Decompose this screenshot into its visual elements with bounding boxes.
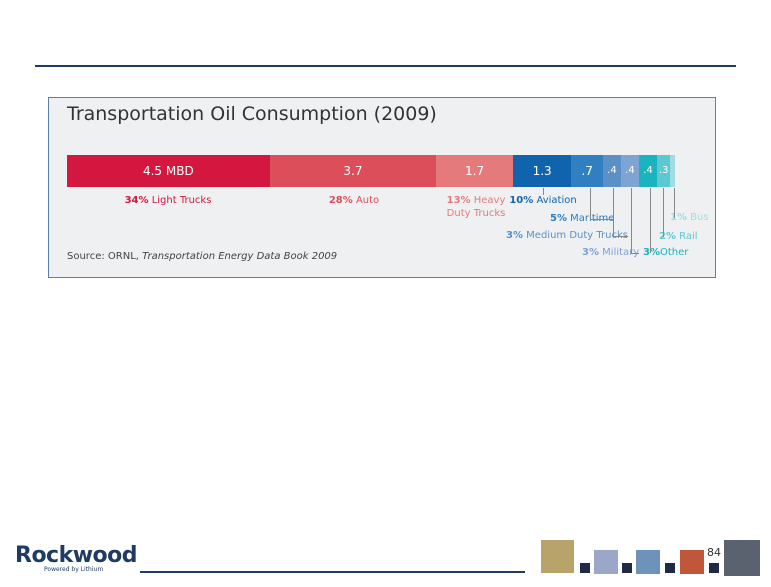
- leader-line: [613, 236, 628, 237]
- bar-segment: [656, 155, 671, 187]
- category-label: 1% Bus: [670, 211, 709, 224]
- leader-line: [590, 188, 591, 219]
- category-label: 3%Other: [643, 246, 688, 259]
- category-name: Bus: [690, 212, 709, 223]
- category-label: 10% Aviation: [509, 194, 576, 207]
- leader-line: [631, 188, 632, 253]
- category-label: 2% Rail: [659, 230, 698, 243]
- bar-segment: [620, 155, 639, 187]
- square: [665, 563, 675, 573]
- category-name: Other: [659, 247, 689, 258]
- square: [580, 563, 590, 573]
- category-name: Military: [602, 247, 640, 258]
- bar-segment: [571, 155, 603, 187]
- page-number: 84: [707, 546, 721, 559]
- value-label: 1.3: [532, 164, 552, 178]
- value-label: 1.7: [465, 164, 485, 178]
- category-label: 28% Auto: [329, 194, 379, 207]
- category-name: Aviation: [536, 195, 577, 206]
- category-label: 34% Light Trucks: [125, 194, 212, 207]
- leader-line: [613, 188, 614, 236]
- leader-line: [631, 253, 640, 254]
- bar-segment: [512, 155, 572, 187]
- bar-segment: [67, 155, 270, 187]
- share-label: 1%: [670, 212, 687, 223]
- share-label: 5%: [550, 213, 567, 224]
- category-name: Medium Duty Trucks: [526, 230, 628, 241]
- category-label: 3% Military: [582, 246, 639, 259]
- category-name: Maritime: [570, 213, 614, 224]
- category-label: 3% Medium Duty Trucks: [506, 229, 628, 242]
- category-name: Rail: [679, 231, 698, 242]
- share-label: 34%: [124, 195, 149, 206]
- value-label: 3.7: [343, 164, 363, 178]
- share-label: 13%: [446, 195, 471, 206]
- leader-line: [674, 188, 675, 218]
- leader-line: [650, 188, 651, 253]
- category-name: Light Trucks: [151, 195, 212, 206]
- photo: [724, 540, 760, 576]
- value-label: .4: [625, 165, 635, 176]
- value-label: .4: [607, 165, 617, 176]
- bottom-rule: [140, 571, 525, 573]
- square: [622, 563, 632, 573]
- photo: [541, 540, 574, 573]
- category-label: 13% Heavy Duty Trucks: [444, 194, 508, 220]
- source-title: Transportation Energy Data Book 2009: [142, 251, 338, 262]
- category-name: Heavy Duty Trucks: [446, 195, 506, 219]
- share-label: 3%: [643, 247, 660, 258]
- logo: Rockwood: [15, 543, 138, 568]
- leader-line: [543, 188, 544, 195]
- bar-segment: [436, 155, 513, 187]
- value-label: .4: [643, 165, 653, 176]
- chart-title: Transportation Oil Consumption (2009): [67, 103, 437, 125]
- source: Source: ORNL, Transportation Energy Data…: [67, 251, 337, 262]
- square: [709, 563, 719, 573]
- value-label: .3: [658, 165, 669, 176]
- share-label: 3%: [506, 230, 523, 241]
- share-label: 10%: [509, 195, 534, 206]
- bar-segment: [638, 155, 657, 187]
- photo: [636, 550, 660, 574]
- share-label: 3%: [582, 247, 599, 258]
- bar-segment: [269, 155, 437, 187]
- value-label: 4.5 MBD: [142, 164, 194, 178]
- leader-line: [663, 188, 664, 237]
- value-label: .7: [581, 164, 593, 178]
- share-label: 2%: [659, 231, 676, 242]
- category-name: Auto: [355, 195, 380, 206]
- source-prefix: Source: ORNL,: [67, 251, 139, 262]
- category-label: 5% Maritime: [550, 212, 614, 225]
- logo-tagline: Powered by Lithium: [44, 566, 104, 573]
- leader-line: [590, 219, 615, 220]
- chart-panel: [48, 97, 716, 278]
- bar-segment: [670, 155, 675, 187]
- top-rule: [35, 65, 736, 67]
- share-label: 28%: [328, 195, 353, 206]
- photo: [594, 550, 618, 574]
- bar-segment: [602, 155, 621, 187]
- photo: [680, 550, 704, 574]
